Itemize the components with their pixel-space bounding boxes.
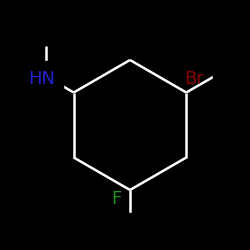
Text: Br: Br bbox=[184, 70, 204, 88]
Bar bbox=[213, 64, 243, 89]
Text: HN: HN bbox=[29, 70, 56, 88]
Bar bbox=[120, 212, 140, 238]
Bar bbox=[28, 61, 63, 91]
Text: F: F bbox=[111, 190, 122, 208]
